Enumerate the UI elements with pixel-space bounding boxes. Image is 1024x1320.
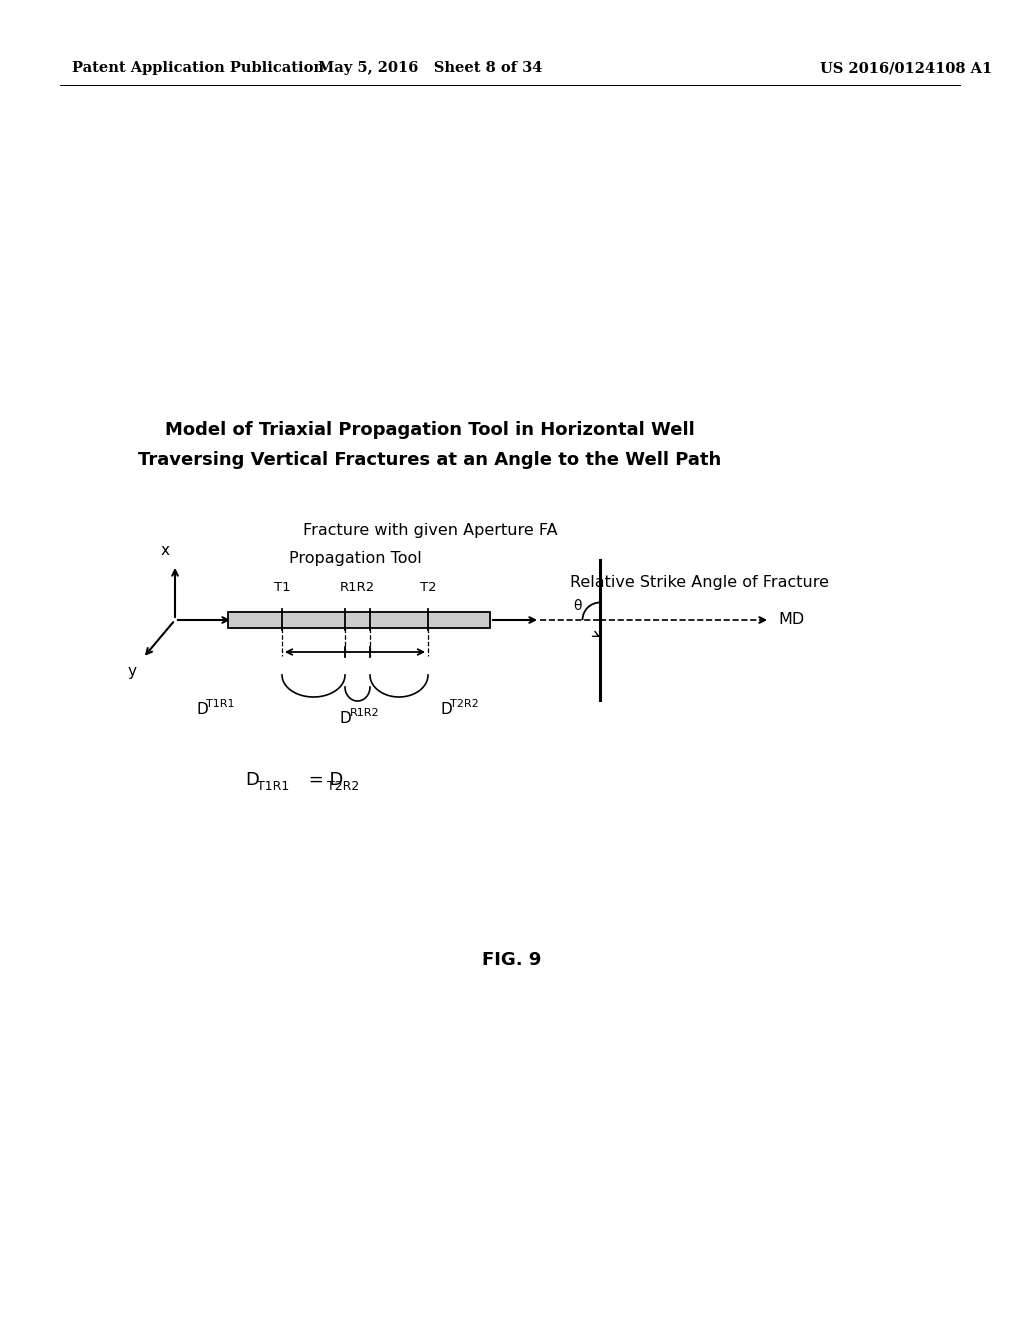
Text: T2: T2 [420,581,436,594]
Text: D: D [440,702,452,717]
Text: R1R2: R1R2 [340,581,375,594]
Text: Traversing Vertical Fractures at an Angle to the Well Path: Traversing Vertical Fractures at an Angl… [138,451,722,469]
Text: Relative Strike Angle of Fracture: Relative Strike Angle of Fracture [570,574,829,590]
Text: T1R1: T1R1 [206,700,234,709]
Text: Fracture with given Aperture FA: Fracture with given Aperture FA [303,523,557,537]
Text: May 5, 2016   Sheet 8 of 34: May 5, 2016 Sheet 8 of 34 [317,61,542,75]
Text: Model of Triaxial Propagation Tool in Horizontal Well: Model of Triaxial Propagation Tool in Ho… [165,421,695,440]
Text: T2R2: T2R2 [450,700,479,709]
Text: T2R2: T2R2 [327,780,359,793]
Text: T1R1: T1R1 [257,780,289,793]
Text: US 2016/0124108 A1: US 2016/0124108 A1 [820,61,992,75]
Text: D: D [340,711,351,726]
Text: Propagation Tool: Propagation Tool [289,550,421,566]
Text: MD: MD [778,612,804,627]
Text: T1: T1 [273,581,291,594]
Text: z: z [240,615,248,630]
Text: θ: θ [573,599,583,612]
Text: y: y [128,664,137,678]
Bar [228,612,490,628]
Text: D: D [196,702,208,717]
Text: Patent Application Publication: Patent Application Publication [72,61,324,75]
Text: = D: = D [303,771,343,789]
Text: R1R2: R1R2 [349,708,379,718]
Text: x: x [161,543,170,558]
Text: D: D [245,771,259,789]
Text: FIG. 9: FIG. 9 [482,950,542,969]
